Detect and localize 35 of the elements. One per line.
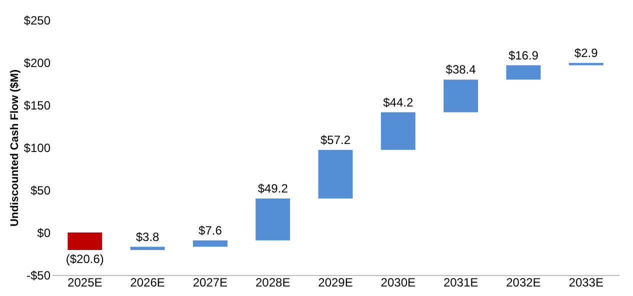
x-tick-label: 2025E	[68, 276, 102, 290]
data-label: $3.8	[136, 230, 160, 244]
x-tick-label: 2031E	[443, 276, 478, 290]
bar	[318, 150, 353, 198]
bar	[192, 240, 228, 247]
data-label: $57.2	[320, 132, 351, 147]
data-label: $2.9	[574, 46, 598, 60]
x-tick-label: 2028E	[255, 276, 290, 290]
bar	[130, 246, 165, 250]
bar	[506, 65, 541, 80]
y-tick-label: $50	[30, 184, 51, 198]
x-tick-label: 2033E	[568, 276, 604, 290]
bar	[380, 112, 416, 150]
data-label: $16.9	[508, 48, 539, 62]
y-tick-label: $250	[24, 14, 51, 28]
y-tick-label: $150	[24, 98, 51, 112]
y-tick-label: $0	[37, 226, 51, 240]
bar	[568, 62, 604, 66]
x-tick-label: 2030E	[380, 276, 416, 290]
data-label: ($20.6)	[66, 252, 104, 266]
data-label: $44.2	[383, 95, 414, 110]
bar	[256, 198, 290, 240]
data-label: $7.6	[198, 223, 222, 238]
x-tick-label: 2026E	[130, 276, 165, 290]
x-tick-label: 2032E	[506, 276, 541, 290]
data-label: $49.2	[258, 182, 288, 196]
y-tick-label: -$50	[26, 268, 51, 282]
x-tick-label: 2029E	[318, 276, 353, 290]
x-tick-label: 2027E	[192, 276, 228, 290]
y-tick-label: $100	[24, 141, 51, 155]
data-label: $38.4	[446, 62, 476, 77]
y-axis-title: Undiscounted Cash Flow ($M)	[8, 69, 21, 227]
bar	[68, 232, 102, 250]
y-tick-label: $200	[24, 56, 51, 70]
bar	[444, 80, 478, 112]
